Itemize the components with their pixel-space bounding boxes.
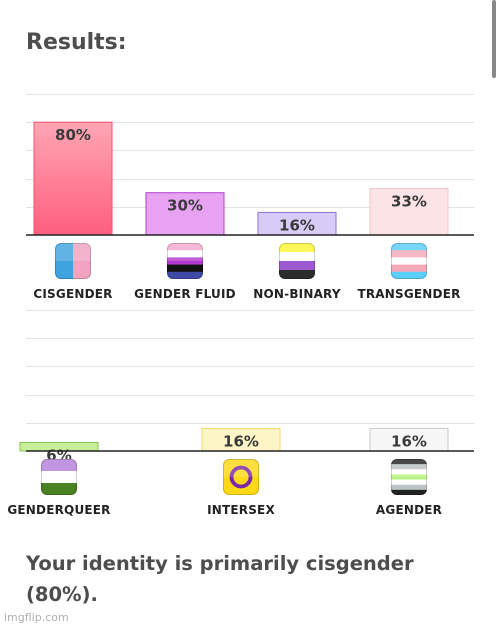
page-title: Results: xyxy=(26,30,127,55)
nonbinary-flag-icon xyxy=(279,243,315,279)
bar-value-label: 16% xyxy=(279,216,315,234)
category-label: TRANSGENDER xyxy=(357,287,460,301)
cisgender-flag-icon xyxy=(55,243,91,279)
transgender-flag-icon xyxy=(391,243,427,279)
results-chart: 80% CISGENDER 30% GENDER FLUID 16% NON-BINARY… xyxy=(7,94,474,517)
category-label: CISGENDER xyxy=(33,287,112,301)
bar-transgender xyxy=(369,187,449,236)
agender-flag-icon xyxy=(391,459,427,495)
bar-value-label: 16% xyxy=(223,432,259,450)
genderfluid-flag-icon xyxy=(167,243,203,279)
category-label: GENDER FLUID xyxy=(134,287,236,301)
bar-value-label: 16% xyxy=(391,432,427,450)
watermark: imgflip.com xyxy=(4,611,69,624)
category-label: NON-BINARY xyxy=(253,287,341,301)
result-summary: Your identity is primarily cisgender (80… xyxy=(26,552,414,606)
bar-value-label: 33% xyxy=(391,192,427,210)
category-label: AGENDER xyxy=(376,503,442,517)
category-label: INTERSEX xyxy=(207,503,275,517)
bar-value-label: 30% xyxy=(167,197,203,215)
genderqueer-flag-icon xyxy=(41,459,77,495)
category-label: GENDERQUEER xyxy=(7,503,110,517)
bar-value-label: 80% xyxy=(55,126,91,144)
scrollbar[interactable] xyxy=(492,0,496,78)
chart-panel-1: 80% CISGENDER 30% GENDER FLUID 16% NON-BINARY… xyxy=(26,94,474,301)
intersex-flag-icon xyxy=(223,459,259,495)
